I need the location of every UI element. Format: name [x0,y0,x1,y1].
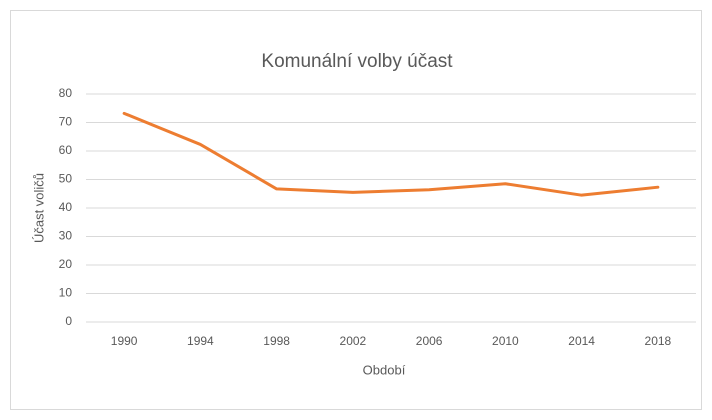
x-tick-label: 2010 [492,334,519,348]
x-tick-label: 2014 [568,334,595,348]
x-tick-label: 2018 [645,334,672,348]
y-tick-label: 50 [59,172,73,186]
y-axis-title: Účast voličů [31,173,46,243]
y-tick-label: 60 [59,143,73,157]
x-tick-label: 1990 [111,334,138,348]
x-tick-label: 2006 [416,334,443,348]
y-tick-label: 20 [59,257,73,271]
y-tick-label: 0 [65,314,72,328]
y-tick-label: 80 [59,86,73,100]
x-axis-title: Období [363,362,406,377]
y-tick-label: 40 [59,200,73,214]
x-tick-label: 1998 [263,334,290,348]
x-tick-label: 1994 [187,334,214,348]
chart-border [10,10,702,410]
y-tick-label: 70 [59,115,73,129]
data-line [122,111,660,197]
x-tick-label: 2002 [340,334,367,348]
y-tick-label: 30 [59,229,73,243]
y-tick-label: 10 [59,286,73,300]
chart-title: Komunální volby účast [261,51,453,72]
